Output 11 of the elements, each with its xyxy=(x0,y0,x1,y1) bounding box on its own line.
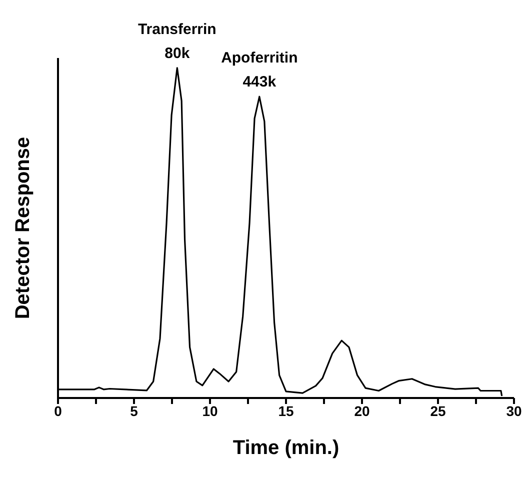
x-tick-label: 25 xyxy=(430,402,446,419)
annotation: Transferrin 80k xyxy=(138,20,216,62)
x-tick-label: 20 xyxy=(354,402,370,419)
x-axis-title: Time (min.) xyxy=(232,437,340,459)
x-tick-label: 15 xyxy=(278,402,294,419)
y-axis-title: Detector Response xyxy=(12,136,34,320)
x-tick-label: 30 xyxy=(506,402,522,419)
x-tick-label: 5 xyxy=(130,402,138,419)
annotation: Apoferritin 443k xyxy=(221,50,298,91)
x-tick-label: 0 xyxy=(54,402,62,419)
x-tick-label: 10 xyxy=(202,402,218,419)
